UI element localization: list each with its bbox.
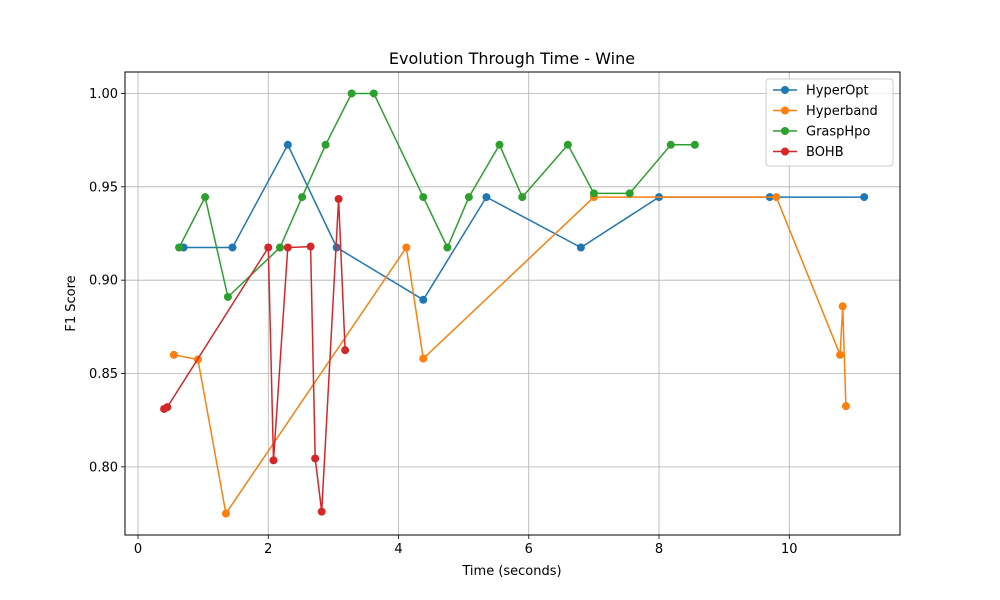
series-line-bohb bbox=[163, 198, 346, 513]
data-point-hyperopt bbox=[419, 295, 428, 304]
data-point-grasphpo bbox=[518, 193, 527, 202]
data-point-grasphpo bbox=[369, 89, 378, 98]
legend-box bbox=[765, 78, 894, 167]
data-point-hyperopt bbox=[283, 140, 292, 149]
legend-swatch-marker-hyperband bbox=[781, 106, 789, 115]
data-point-hyperband bbox=[402, 243, 411, 252]
data-point-hyperband bbox=[841, 402, 850, 411]
data-point-bohb bbox=[341, 346, 350, 355]
x-tick-label: 0 bbox=[134, 542, 142, 557]
data-point-grasphpo bbox=[347, 89, 356, 98]
data-point-bohb bbox=[317, 507, 326, 516]
data-point-hyperband bbox=[169, 350, 178, 359]
data-point-grasphpo bbox=[464, 193, 473, 202]
y-axis-label: F1 Score bbox=[64, 275, 79, 331]
y-tick-label: 0.90 bbox=[89, 274, 118, 289]
data-point-bohb bbox=[163, 403, 172, 412]
data-point-hyperband bbox=[838, 302, 847, 311]
data-point-grasphpo bbox=[495, 140, 504, 149]
legend-swatch-marker-hyperopt bbox=[781, 86, 789, 94]
data-point-grasphpo bbox=[563, 140, 572, 149]
data-point-hyperopt bbox=[228, 243, 237, 252]
data-point-bohb bbox=[283, 243, 292, 252]
data-point-grasphpo bbox=[201, 193, 210, 202]
legend-label-hyperopt: HyperOpt bbox=[806, 84, 869, 99]
legend-label-bohb: BOHB bbox=[806, 145, 844, 160]
y-tick-label: 0.80 bbox=[89, 460, 118, 475]
data-point-hyperopt bbox=[482, 193, 491, 202]
x-tick-label: 4 bbox=[394, 542, 402, 557]
series-grasphpo bbox=[175, 89, 699, 301]
y-tick-label: 0.85 bbox=[89, 367, 118, 382]
legend: HyperOpt Hyperband GraspHpo BOHB bbox=[765, 78, 894, 167]
plot-frame bbox=[124, 71, 901, 536]
x-tick-label: 8 bbox=[655, 542, 663, 557]
data-point-hyperopt bbox=[860, 193, 869, 202]
x-axis-label: Time (seconds) bbox=[461, 564, 561, 579]
data-point-hyperband bbox=[772, 193, 781, 202]
data-point-hyperband bbox=[836, 350, 845, 359]
data-point-grasphpo bbox=[690, 140, 699, 149]
axis-ticks: 0 2 4 6 8 10 0.80 0.85 0.90 0.95 1.00 bbox=[89, 87, 798, 557]
data-point-grasphpo bbox=[223, 292, 232, 301]
data-point-grasphpo bbox=[298, 193, 307, 202]
y-tick-label: 1.00 bbox=[89, 87, 118, 102]
data-point-bohb bbox=[269, 456, 278, 465]
x-tick-label: 10 bbox=[781, 542, 798, 557]
x-tick-label: 6 bbox=[525, 542, 533, 557]
data-point-bohb bbox=[306, 242, 315, 251]
data-point-grasphpo bbox=[666, 140, 675, 149]
legend-swatch-marker-grasphpo bbox=[781, 127, 789, 135]
data-point-grasphpo bbox=[276, 243, 284, 252]
data-point-bohb bbox=[264, 243, 273, 252]
x-tick-label: 2 bbox=[264, 542, 272, 557]
data-point-grasphpo bbox=[443, 243, 452, 252]
legend-swatch-marker-bohb bbox=[781, 147, 789, 156]
series-line-hyperband bbox=[173, 196, 847, 515]
legend-label-grasphpo: GraspHpo bbox=[806, 125, 870, 140]
chart-title: Evolution Through Time - Wine bbox=[389, 49, 635, 68]
data-point-hyperband bbox=[419, 354, 428, 363]
series-line-grasphpo bbox=[178, 92, 695, 298]
series-layer bbox=[160, 89, 869, 518]
data-point-hyperband bbox=[221, 509, 230, 518]
y-tick-label: 0.95 bbox=[89, 180, 118, 195]
data-point-grasphpo bbox=[321, 140, 330, 149]
data-point-grasphpo bbox=[175, 243, 184, 252]
data-point-grasphpo bbox=[589, 189, 598, 198]
legend-label-hyperband: Hyperband bbox=[806, 104, 878, 119]
series-hyperband bbox=[169, 193, 850, 518]
series-bohb bbox=[160, 194, 350, 516]
data-point-grasphpo bbox=[625, 189, 634, 198]
data-point-grasphpo bbox=[419, 193, 428, 202]
data-point-bohb bbox=[334, 194, 343, 203]
data-point-bohb bbox=[311, 454, 320, 463]
data-point-hyperopt bbox=[576, 243, 585, 252]
